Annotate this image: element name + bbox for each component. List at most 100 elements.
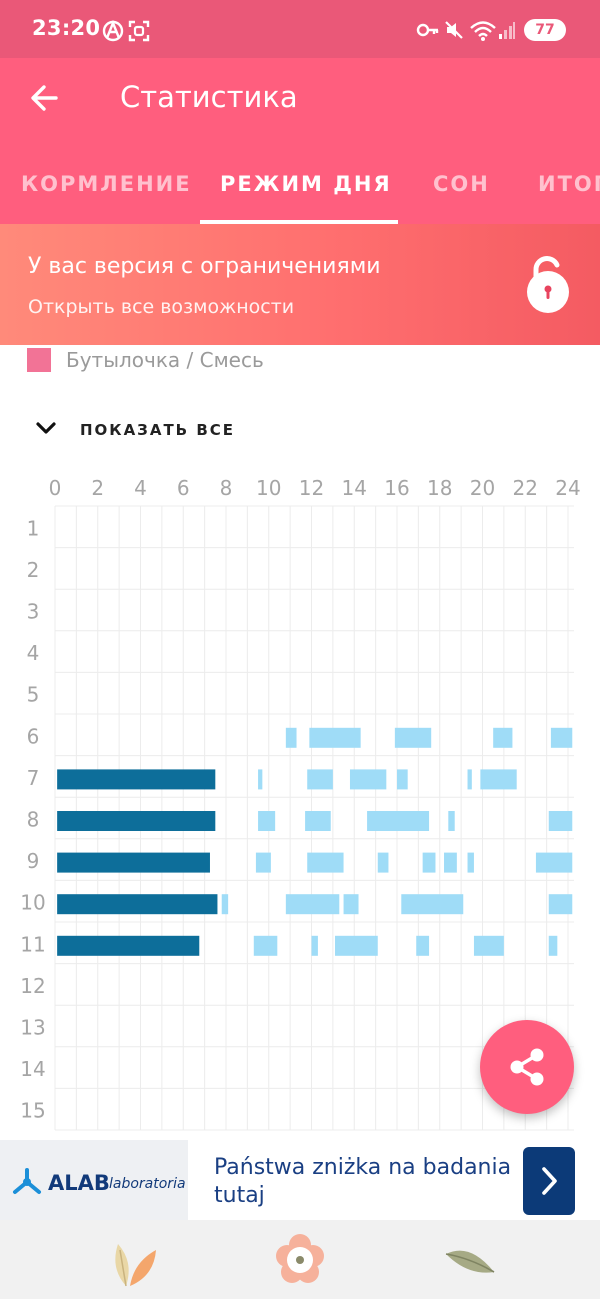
bottom-navigation bbox=[0, 1220, 600, 1299]
timeline-bar-light bbox=[493, 727, 513, 748]
status-bar: 23:20 77 bbox=[0, 0, 600, 58]
timeline-bar-light bbox=[416, 935, 430, 956]
timeline-bar-light bbox=[548, 894, 573, 915]
row-label: 7 bbox=[27, 766, 40, 790]
tab-sleep[interactable]: СОН bbox=[433, 172, 490, 196]
row-label: 6 bbox=[27, 724, 40, 748]
timeline-bar-dark bbox=[57, 852, 210, 873]
x-tick-label: 22 bbox=[513, 476, 538, 500]
battery-indicator: 77 bbox=[524, 19, 566, 41]
arrow-left-icon bbox=[31, 85, 58, 111]
timeline-bar-light bbox=[343, 894, 359, 915]
timeline-bar-light bbox=[253, 935, 278, 956]
row-label: 4 bbox=[27, 641, 40, 665]
timeline-bar-light bbox=[305, 811, 331, 831]
timeline-bar-light bbox=[467, 852, 474, 873]
timeline-bar-light bbox=[394, 727, 432, 748]
ad-logo: ALAB laboratoria bbox=[0, 1140, 188, 1220]
timeline-bar-dark bbox=[57, 811, 216, 831]
row-label: 2 bbox=[27, 558, 40, 582]
timeline-bar-dark bbox=[57, 769, 216, 790]
row-label: 10 bbox=[20, 891, 45, 915]
timeline-bar-light bbox=[401, 894, 464, 915]
timeline-bar-light bbox=[448, 811, 455, 831]
x-tick-label: 16 bbox=[384, 476, 409, 500]
row-label: 8 bbox=[27, 808, 40, 832]
tab-daily-routine[interactable]: РЕЖИМ ДНЯ bbox=[220, 172, 392, 196]
timeline-bar-light bbox=[307, 852, 344, 873]
timeline-bar-light bbox=[258, 769, 263, 790]
x-tick-label: 12 bbox=[299, 476, 324, 500]
ad-open-button[interactable] bbox=[523, 1147, 575, 1215]
legend-swatch-bottle bbox=[27, 348, 51, 372]
x-tick-label: 8 bbox=[220, 476, 233, 500]
key-icon bbox=[416, 23, 439, 37]
row-label: 14 bbox=[20, 1057, 45, 1081]
ad-banner[interactable]: ALAB laboratoria Państwa zniżka na badan… bbox=[0, 1140, 600, 1220]
nav-item-flower[interactable] bbox=[270, 1232, 330, 1288]
upgrade-banner-subtitle: Открыть все возможности bbox=[28, 296, 295, 318]
chevron-right-icon bbox=[542, 1167, 557, 1195]
x-tick-label: 2 bbox=[91, 476, 104, 500]
timeline-bar-light bbox=[422, 852, 436, 873]
show-all-button[interactable]: ПОКАЗАТЬ ВСЕ bbox=[34, 415, 254, 445]
nav-item-leaf[interactable] bbox=[440, 1232, 500, 1288]
timeline-bar-light bbox=[548, 811, 573, 831]
signal-icon bbox=[499, 22, 515, 39]
legend-label-bottle: Бутылочка / Смесь bbox=[66, 348, 264, 372]
show-all-label: ПОКАЗАТЬ ВСЕ bbox=[80, 421, 236, 439]
x-tick-label: 0 bbox=[49, 476, 62, 500]
back-button[interactable] bbox=[24, 78, 72, 118]
ad-logo-subtext: laboratoria bbox=[109, 1176, 186, 1192]
timeline-bar-light bbox=[221, 894, 229, 915]
row-label: 15 bbox=[20, 1099, 45, 1123]
tab-feeding[interactable]: КОРМЛЕНИЕ bbox=[21, 172, 192, 196]
x-tick-label: 20 bbox=[470, 476, 495, 500]
wifi-icon bbox=[470, 21, 496, 41]
leaf-icon bbox=[445, 1250, 495, 1273]
screenshot-icon bbox=[128, 20, 150, 42]
timeline-bar-light bbox=[285, 727, 297, 748]
x-tick-label: 14 bbox=[342, 476, 367, 500]
daily-routine-chart: 0 2 4 6 8 10 12 14 16 18 20 22 241234567891011121314… bbox=[20, 476, 581, 1131]
active-tab-indicator bbox=[200, 220, 398, 224]
anarchy-icon bbox=[102, 20, 124, 42]
upgrade-banner[interactable]: У вас версия с ограничениями Открыть все… bbox=[0, 224, 600, 345]
timeline-bar-light bbox=[367, 811, 430, 831]
upgrade-banner-title: У вас версия с ограничениями bbox=[28, 254, 381, 279]
timeline-bar-light bbox=[335, 935, 378, 956]
timeline-bar-light bbox=[444, 852, 457, 873]
timeline-bar-light bbox=[397, 769, 408, 790]
timeline-bar-light bbox=[548, 935, 558, 956]
share-button[interactable] bbox=[480, 1020, 574, 1114]
x-tick-label: 10 bbox=[256, 476, 281, 500]
row-label: 11 bbox=[20, 932, 45, 956]
timeline-bar-light bbox=[349, 769, 387, 790]
timeline-bar-light bbox=[311, 935, 318, 956]
row-label: 13 bbox=[20, 1016, 45, 1040]
x-tick-label: 24 bbox=[555, 476, 580, 500]
timeline-bar-light bbox=[480, 769, 517, 790]
tab-bar: КОРМЛЕНИЕ РЕЖИМ ДНЯ СОН ИТОГ bbox=[0, 162, 600, 224]
row-label: 1 bbox=[27, 516, 40, 540]
ad-logo-text: ALAB bbox=[48, 1171, 110, 1195]
flower-icon bbox=[276, 1234, 324, 1283]
timeline-bar-light bbox=[309, 727, 361, 748]
row-label: 9 bbox=[27, 849, 40, 873]
row-label: 5 bbox=[27, 683, 40, 707]
timeline-bar-light bbox=[258, 811, 276, 831]
timeline-bar-light bbox=[467, 769, 472, 790]
tab-summary[interactable]: ИТОГ bbox=[538, 172, 600, 196]
nav-item-leaves[interactable] bbox=[104, 1232, 164, 1288]
leaf-pair-icon bbox=[115, 1244, 156, 1287]
timeline-bar-light bbox=[377, 852, 389, 873]
timeline-bar-light bbox=[307, 769, 333, 790]
app-bar: Статистика КОРМЛЕНИЕ РЕЖИМ ДНЯ СОН ИТОГ bbox=[0, 58, 600, 224]
x-tick-label: 6 bbox=[177, 476, 190, 500]
timeline-bar-light bbox=[285, 894, 340, 915]
timeline-bar-dark bbox=[57, 935, 200, 956]
unlock-icon bbox=[527, 256, 569, 313]
timeline-bar-dark bbox=[57, 894, 218, 915]
timeline-bar-light bbox=[535, 852, 573, 873]
alab-logo-icon bbox=[13, 1168, 41, 1194]
